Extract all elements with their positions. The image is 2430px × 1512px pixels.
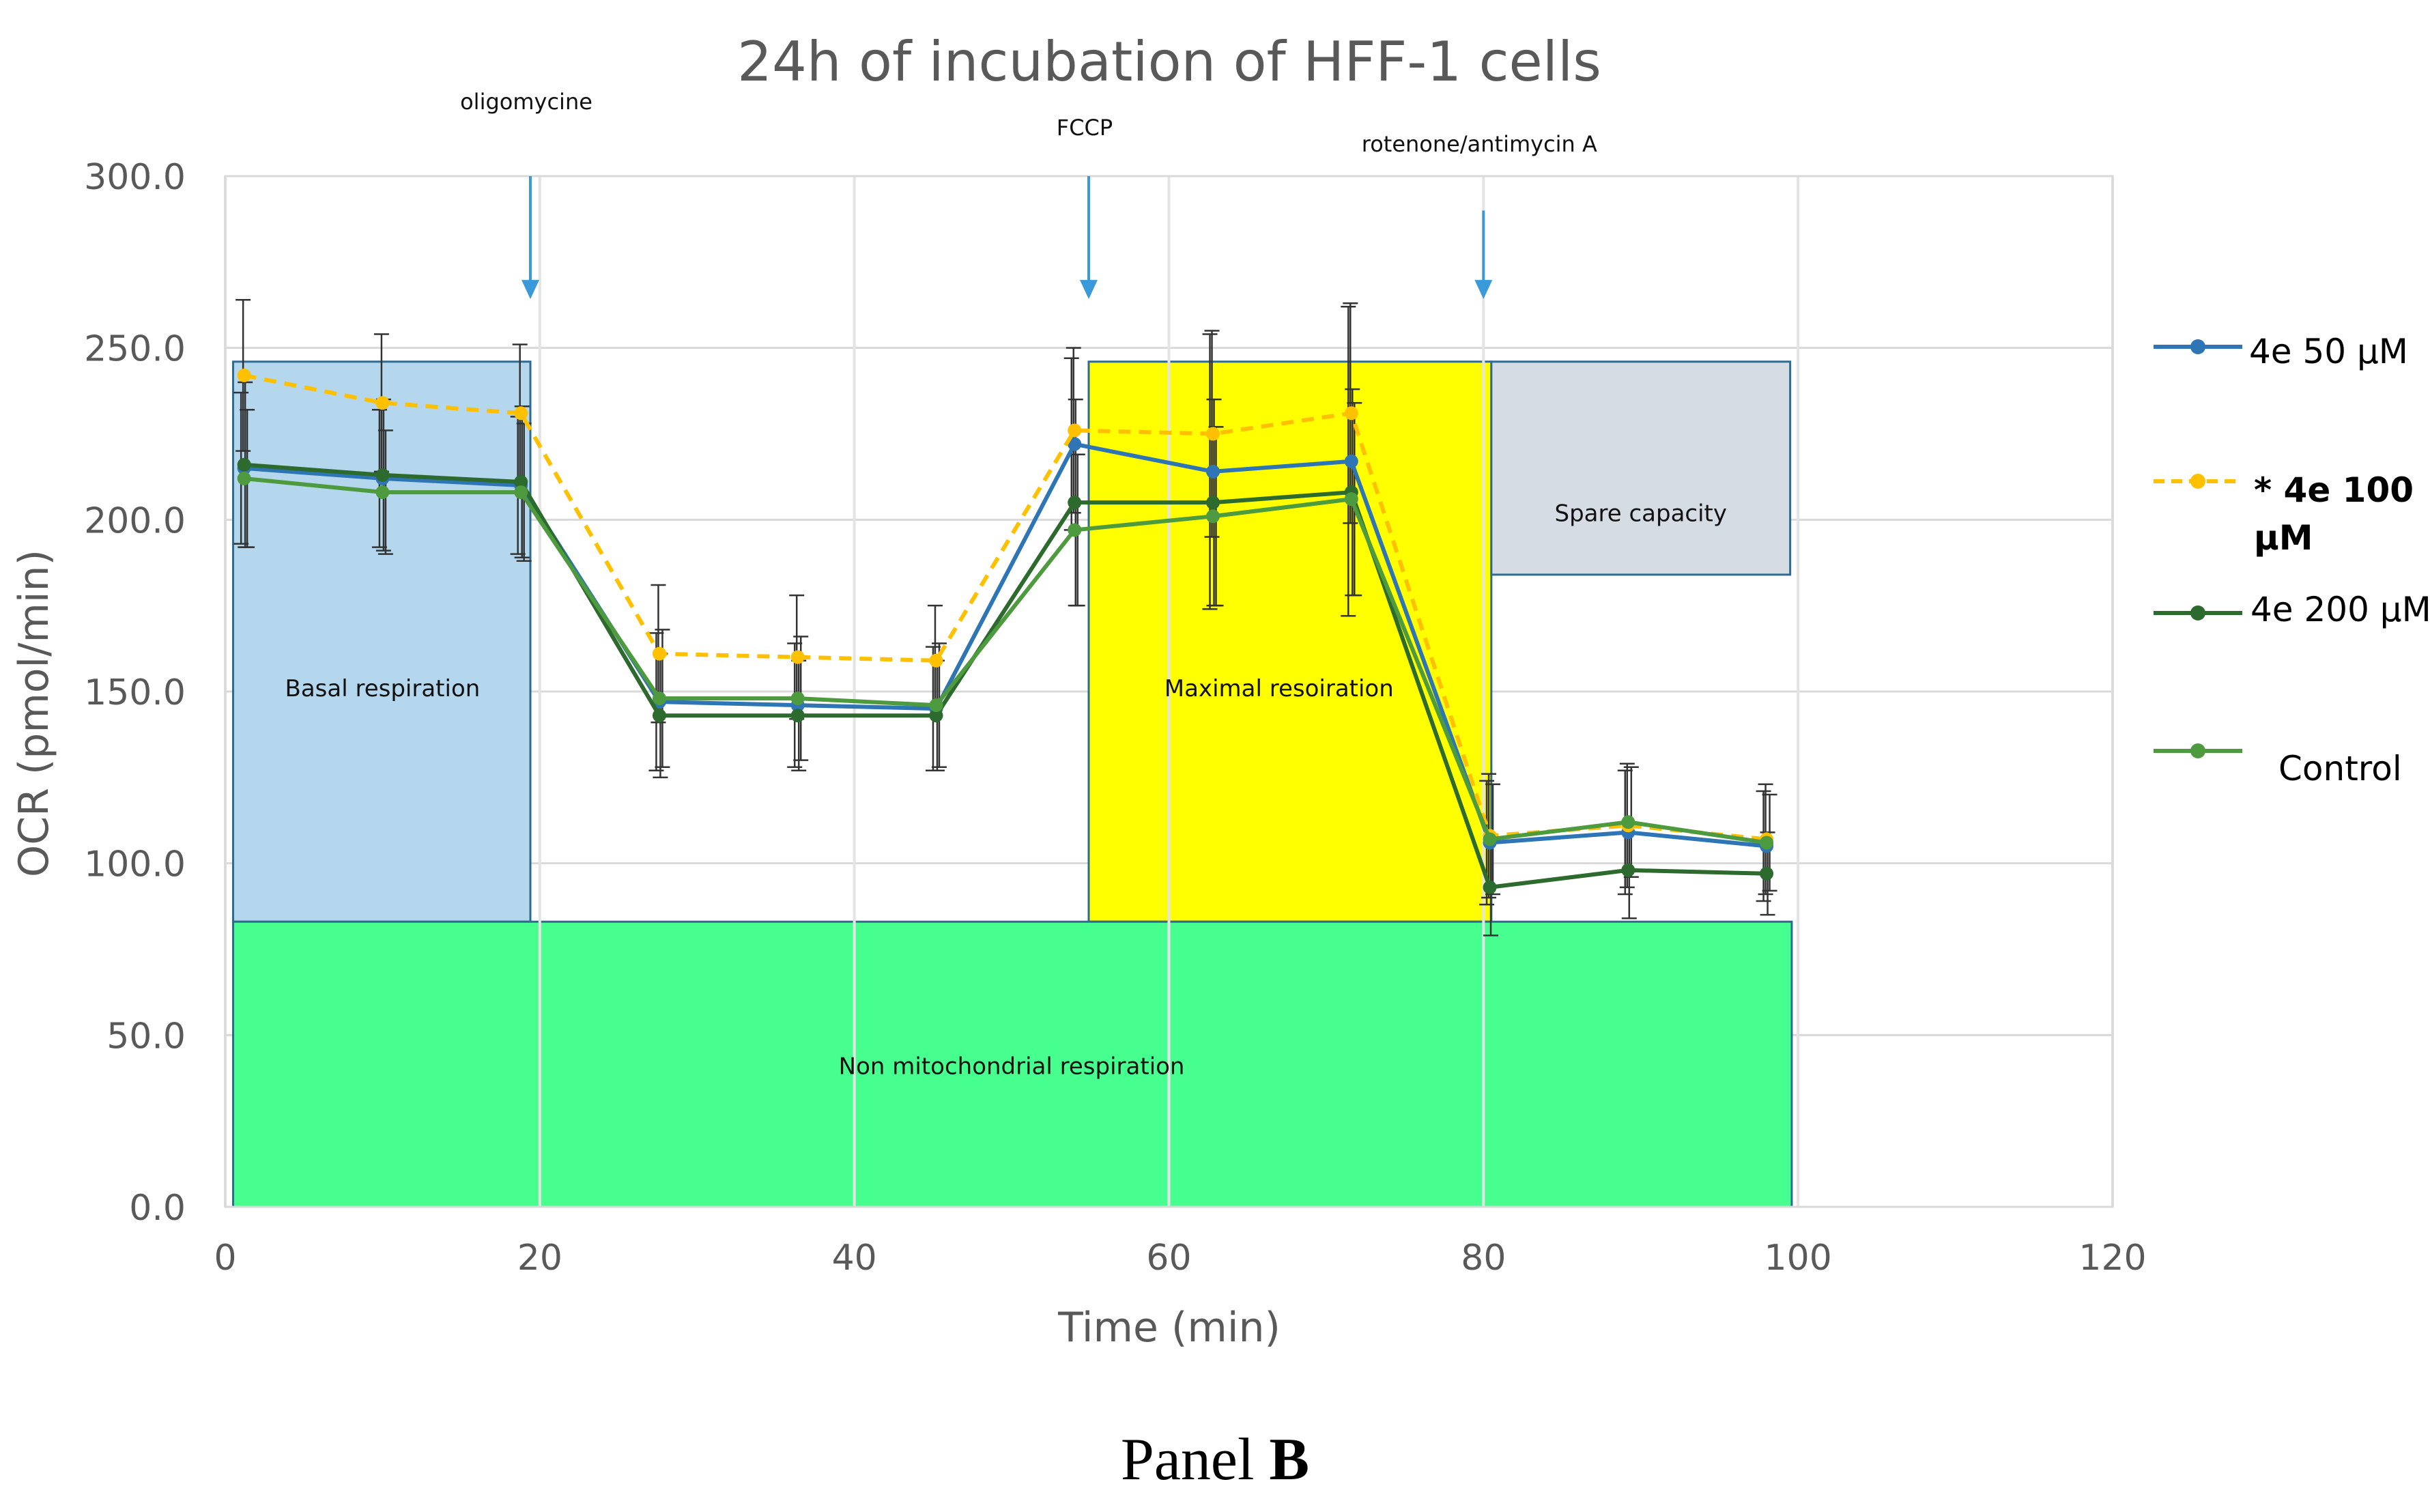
region-label-spare-capacity: Spare capacity [1555,500,1728,527]
region-label-basal-respiration: Basal respiration [285,675,481,702]
series-line-4e-100-m [244,373,1767,842]
point-4e-100-m [375,396,390,410]
point-4e-100-m [514,406,528,420]
legend-label-4e-100-m-line1: * 4e 100 [2254,470,2414,510]
legend-marker-4e-100-m [2190,474,2205,489]
point-control [1760,836,1774,850]
legend: 4e 50 µM * 4e 100 µM 4e 200 µM Control [2154,332,2430,788]
x-tick-label: 120 [2078,1238,2146,1279]
arrowhead-rotenone-antimycin-a [1474,280,1493,300]
x-tick-label: 20 [517,1238,562,1279]
region-label-non-mitochondrial-respiration: Non mitochondrial respiration [839,1053,1185,1081]
panel-caption-letter: B [1269,1427,1310,1493]
y-tick-label: 300.0 [84,157,186,198]
panel-caption-prefix: Panel [1120,1427,1270,1493]
region-label-maximal-resoiration: Maximal resoiration [1164,675,1394,702]
point-control [1483,832,1497,846]
arrowhead-fccp [1079,280,1098,300]
series-line-4e-50-m [244,442,1767,848]
plot-frame [224,175,2114,1208]
region-label-layer: Basal respiration Maximal resoiration Spar… [285,500,1727,1080]
point-4e-100-m [929,653,943,668]
point-4e-200-m [929,709,943,723]
point-4e-200-m [790,709,805,723]
panel-caption: Panel B [0,1425,2430,1494]
point-control [1344,492,1358,507]
point-4e-200-m [1760,866,1774,881]
point-4e-200-m [1206,496,1220,510]
annotation-oligomycine: oligomycine [460,89,592,115]
point-4e-50-m [1206,464,1220,479]
region-maximal-resoiration [1087,360,1493,923]
point-4e-200-m [375,468,390,482]
series-layer [237,368,1774,894]
annotation-rotenone-antimycin-a: rotenone/antimycin A [1362,131,1597,157]
point-control [1068,523,1082,537]
legend-marker-4e-50-m [2190,339,2205,354]
point-4e-200-m [1483,880,1497,894]
x-tick-label: 60 [1146,1238,1191,1279]
legend-label-4e-50-m: 4e 50 µM [2249,332,2408,371]
tick-layer: 0.0 50.0 100.0 150.0 200.0 250.0 300.0 0 20 40 60 8… [84,157,2147,1279]
x-tick-label: 40 [832,1238,877,1279]
point-control [237,471,251,485]
y-tick-label: 100.0 [84,844,186,885]
region-spare-capacity [1490,360,1792,576]
legend-label-4e-100-m-line2: µM [2254,518,2313,558]
x-tick-label: 0 [214,1238,236,1279]
chart-title: 24h of incubation of HFF-1 cells [737,30,1601,94]
point-4e-100-m [1206,427,1220,441]
legend-label-control: Control [2278,749,2402,788]
point-4e-100-m [237,368,251,382]
point-control [1621,815,1635,829]
legend-marker-4e-200-m [2190,605,2205,621]
point-4e-200-m [514,474,528,489]
arrowhead-oligomycine [521,280,540,300]
y-tick-label: 150.0 [84,672,186,713]
annotation-layer: oligomycine FCCP rotenone/antimycin A [460,89,1597,300]
point-4e-100-m [1068,423,1082,438]
series-line-4e-200-m [244,462,1767,889]
point-4e-50-m [1344,454,1358,468]
point-control [929,698,943,713]
x-tick-label: 80 [1461,1238,1506,1279]
y-tick-label: 0.0 [129,1188,186,1229]
point-control [375,485,390,500]
point-4e-200-m [1068,496,1082,510]
point-4e-200-m [237,457,251,472]
legend-label-4e-200-m: 4e 200 µM [2250,590,2430,629]
point-control [790,691,805,706]
x-axis-label: Time (min) [1057,1304,1281,1352]
y-tick-label: 50.0 [106,1016,186,1057]
point-4e-200-m [652,709,666,723]
point-4e-50-m [1068,437,1082,451]
annotation-fccp: FCCP [1057,115,1113,141]
point-4e-100-m [790,650,805,664]
y-tick-label: 200.0 [84,500,186,541]
point-control [1206,509,1220,524]
region-non-mitochondrial-respiration [232,920,1793,1208]
series-line-control [244,476,1767,845]
point-4e-200-m [1621,863,1635,877]
y-axis-label: OCR (pmol/min) [10,550,58,877]
point-4e-100-m [1344,406,1358,420]
x-tick-label: 100 [1764,1238,1832,1279]
point-control [652,691,666,706]
y-tick-label: 250.0 [84,329,186,370]
point-4e-100-m [652,646,666,661]
legend-marker-control [2190,743,2205,758]
point-control [514,485,528,500]
